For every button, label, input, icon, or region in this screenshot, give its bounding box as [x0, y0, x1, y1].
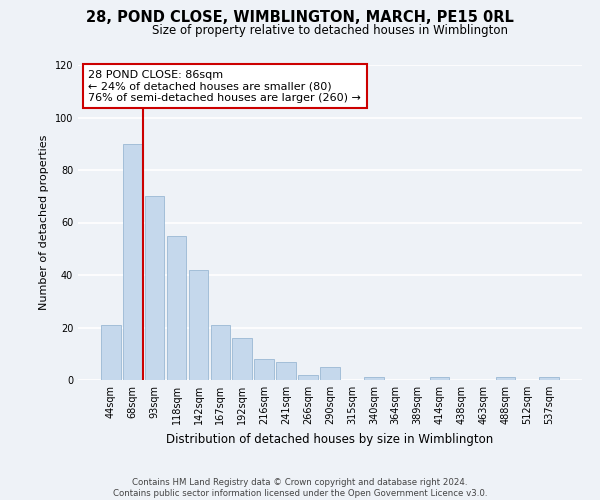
Bar — [276, 362, 296, 380]
Bar — [123, 144, 143, 380]
Title: Size of property relative to detached houses in Wimblington: Size of property relative to detached ho… — [152, 24, 508, 38]
Bar — [145, 196, 164, 380]
Bar — [320, 367, 340, 380]
Bar — [539, 378, 559, 380]
Bar — [496, 378, 515, 380]
Bar — [298, 375, 318, 380]
Bar — [211, 325, 230, 380]
Bar — [430, 378, 449, 380]
Y-axis label: Number of detached properties: Number of detached properties — [39, 135, 49, 310]
Text: Contains HM Land Registry data © Crown copyright and database right 2024.
Contai: Contains HM Land Registry data © Crown c… — [113, 478, 487, 498]
Text: 28, POND CLOSE, WIMBLINGTON, MARCH, PE15 0RL: 28, POND CLOSE, WIMBLINGTON, MARCH, PE15… — [86, 10, 514, 25]
Text: 28 POND CLOSE: 86sqm
← 24% of detached houses are smaller (80)
76% of semi-detac: 28 POND CLOSE: 86sqm ← 24% of detached h… — [88, 70, 361, 103]
Bar — [188, 270, 208, 380]
Bar — [101, 325, 121, 380]
Bar — [254, 359, 274, 380]
Bar — [232, 338, 252, 380]
Bar — [167, 236, 187, 380]
X-axis label: Distribution of detached houses by size in Wimblington: Distribution of detached houses by size … — [166, 432, 494, 446]
Bar — [364, 378, 384, 380]
